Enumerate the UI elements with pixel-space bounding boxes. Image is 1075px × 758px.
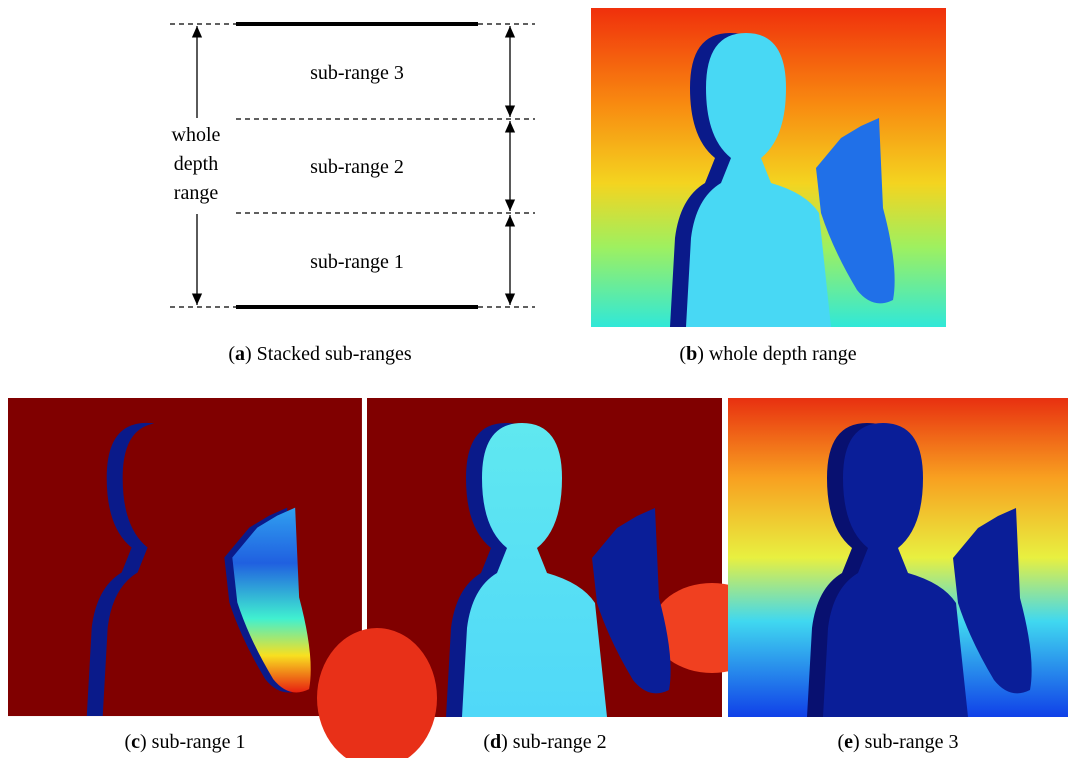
caption-rest: ) Stacked sub-ranges [245, 343, 412, 365]
whole-label: depth [174, 153, 218, 175]
caption-label: e [844, 731, 853, 753]
range-diagram: sub-range 3 sub-range 2 sub-range 1 whol… [170, 24, 535, 307]
caption-rest: ) sub-range 3 [853, 731, 959, 753]
caption: (b) whole depth range [679, 343, 856, 365]
sub-range-label: sub-range 3 [310, 62, 404, 84]
caption-rest: ) sub-range 1 [140, 731, 246, 753]
figure: sub-range 3 sub-range 2 sub-range 1 whol… [0, 0, 1075, 758]
caption: (d) sub-range 2 [483, 731, 606, 753]
caption-rest: ) whole depth range [697, 343, 857, 365]
caption-rest: ) sub-range 2 [501, 731, 607, 753]
depth-image [8, 398, 362, 716]
caption-label: a [235, 343, 245, 365]
sub-range-label: sub-range 1 [310, 251, 404, 273]
whole-label: whole [172, 124, 221, 146]
whole-label: range [174, 182, 219, 204]
depth-image [317, 398, 772, 758]
caption-label: c [131, 731, 140, 753]
depth-image [591, 8, 946, 327]
sub-range-label: sub-range 2 [310, 156, 404, 178]
caption: (e) sub-range 3 [837, 731, 958, 753]
caption: (c) sub-range 1 [124, 731, 245, 753]
caption: (a) Stacked sub-ranges [228, 343, 412, 365]
caption-label: b [686, 343, 697, 365]
depth-image [728, 398, 1068, 717]
caption-label: d [490, 731, 501, 753]
